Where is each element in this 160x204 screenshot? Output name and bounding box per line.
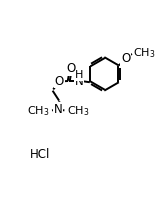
Text: CH$_3$: CH$_3$ [133,47,156,60]
Text: O: O [121,52,130,65]
Text: HCl: HCl [30,148,50,161]
Text: H: H [74,70,83,80]
Text: CH$_3$: CH$_3$ [67,104,90,118]
Text: O: O [66,62,75,75]
Text: N: N [75,74,84,88]
Text: O: O [55,75,64,88]
Text: CH$_3$: CH$_3$ [27,104,49,118]
Text: N: N [54,103,63,116]
